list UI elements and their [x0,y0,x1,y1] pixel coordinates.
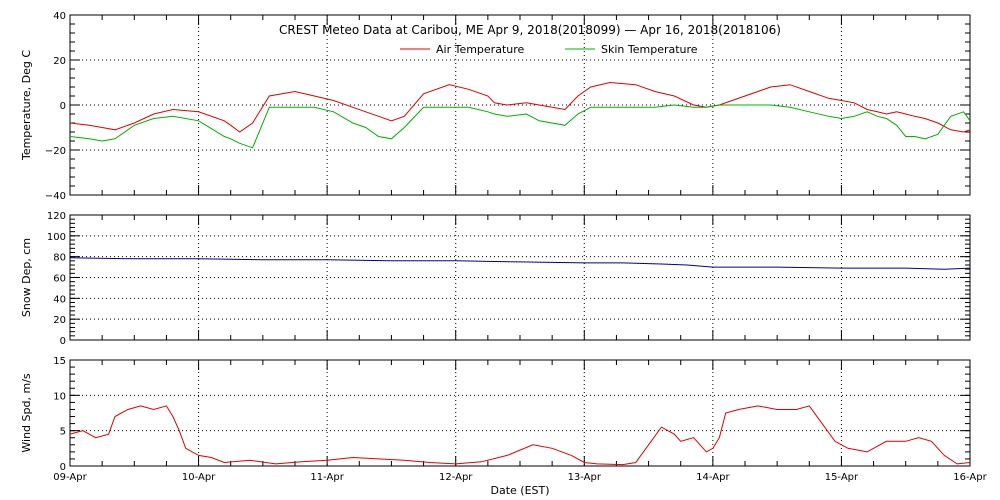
y-tick-label: 60 [53,274,66,285]
x-tick-label: 13-Apr [568,472,602,483]
x-tick-label: 09-Apr [53,472,87,483]
series-line-1-1 [70,81,970,133]
x-tick-label: 11-Apr [310,472,344,483]
y-tick-label: 100 [47,232,66,243]
y-tick-label: 0 [60,101,66,112]
panel-3: 15 10 5 0 Wind Spd, m/s 09-Apr 10-Apr 11-Apr 12-… [20,356,988,497]
plot-frame [69,14,971,196]
x-tick-label: 10-Apr [182,472,216,483]
y-tick-label: 5 [60,427,66,438]
y-tick-label: 20 [53,315,66,326]
legend-label: Air Temperature [436,43,525,56]
x-tick-label: 12-Apr [439,472,473,483]
y-tick-label: −20 [45,146,66,157]
y-tick-label: 10 [53,391,66,402]
y-axis-label: Temperature, Deg C [20,50,33,161]
y-tick-label: 40 [53,11,66,22]
y-axis-label: Wind Spd, m/s [20,373,33,453]
panel-2: 120 100 80 60 40 20 0 Snow Dep, cm [20,211,971,347]
x-tick-label: 16-Apr [953,472,987,483]
series-line-2-1 [70,257,970,270]
y-tick-label: 80 [53,253,66,264]
plot-frame [69,359,971,467]
y-tick-label: −40 [45,191,66,202]
y-tick-label: 0 [60,462,66,473]
plot-frame [69,214,971,341]
series-line-1-2 [70,104,970,149]
series-line-3-1 [70,405,970,466]
x-tick-label: 14-Apr [696,472,730,483]
panel-1: 40 20 0 −20 −40 Temperature, Deg C CREST Meteo… [20,11,971,202]
y-tick-label: 120 [47,211,66,222]
chart-title: CREST Meteo Data at Caribou, ME Apr 9, 2… [279,23,781,37]
y-tick-label: 0 [60,336,66,347]
y-tick-label: 40 [53,294,66,305]
legend-label: Skin Temperature [601,43,698,56]
y-axis-label: Snow Dep, cm [20,238,33,317]
x-tick-label: 15-Apr [825,472,859,483]
y-tick-label: 15 [53,356,66,367]
x-axis-label: Date (EST) [490,484,549,497]
y-tick-label: 20 [53,56,66,67]
